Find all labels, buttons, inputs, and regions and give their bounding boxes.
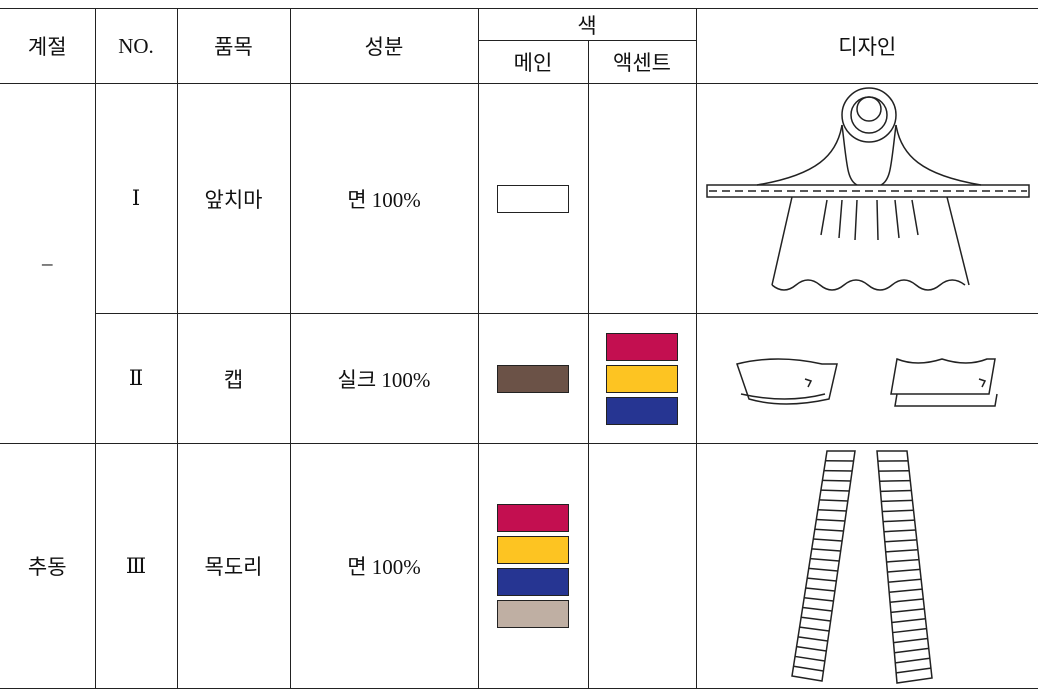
stripe: [894, 639, 928, 643]
stripe: [812, 549, 841, 551]
color-swatch: [606, 333, 678, 361]
cell: 면 100%: [290, 84, 478, 314]
cell: –: [0, 84, 95, 444]
stripe: [806, 588, 835, 591]
color-swatch: [497, 185, 569, 213]
stripe: [797, 647, 827, 651]
header-cell: 디자인: [696, 9, 1038, 84]
cell: 면 100%: [290, 444, 478, 689]
cell: 실크 100%: [290, 314, 478, 444]
stripe: [886, 550, 918, 552]
color-swatch: [497, 600, 569, 628]
stripe: [896, 658, 931, 663]
color-swatch: [497, 504, 569, 532]
stripe: [882, 510, 913, 511]
stripe: [887, 560, 919, 562]
scarf-drawing: [767, 446, 967, 686]
stripe: [811, 559, 840, 561]
header-cell: 품목: [177, 9, 290, 84]
stripe: [896, 668, 931, 673]
stripe: [804, 598, 833, 601]
color-swatch: [606, 365, 678, 393]
header-cell: 성분: [290, 9, 478, 84]
stripe: [885, 540, 917, 542]
stripe: [798, 637, 828, 641]
cell: [696, 444, 1038, 689]
header-cell: 액센트: [588, 41, 696, 84]
stripe: [795, 656, 825, 661]
stripe: [893, 629, 927, 633]
swatches: [479, 185, 588, 213]
stripe: [891, 609, 924, 612]
stripe: [890, 599, 923, 602]
stripe: [883, 520, 915, 522]
stripe: [807, 578, 836, 581]
color-swatch: [497, 365, 569, 393]
cell: [588, 84, 696, 314]
swatches: [589, 333, 696, 425]
cell: Ⅱ: [95, 314, 177, 444]
header-cell: 색: [478, 9, 696, 41]
spec-table: 계절 NO. 품목 성분 색 디자인 메인 액센트 – Ⅰ 앞치마 면 100%…: [0, 8, 1038, 689]
stripe: [823, 480, 851, 481]
cell: [588, 314, 696, 444]
color-swatch: [497, 536, 569, 564]
stripe: [884, 530, 916, 532]
color-swatch: [606, 397, 678, 425]
stripe: [895, 648, 929, 652]
cell: 추동: [0, 444, 95, 689]
stripe: [817, 519, 846, 521]
stripe: [818, 510, 847, 511]
stripe: [794, 666, 824, 671]
stripe: [892, 619, 926, 623]
stripe: [882, 500, 913, 501]
header-cell: NO.: [95, 9, 177, 84]
stripe: [820, 500, 848, 501]
header-cell: 계절: [0, 9, 95, 84]
cell: Ⅲ: [95, 444, 177, 689]
cell: 앞치마: [177, 84, 290, 314]
cell: [478, 444, 588, 689]
cell: [478, 84, 588, 314]
stripe: [889, 579, 922, 582]
stripe: [889, 589, 922, 592]
color-swatch: [497, 568, 569, 596]
cell: 목도리: [177, 444, 290, 689]
header-cell: 메인: [478, 41, 588, 84]
stripe: [803, 608, 832, 611]
cell: [696, 84, 1038, 314]
stripe: [801, 617, 830, 621]
stripe: [814, 539, 843, 541]
stripe: [888, 569, 921, 572]
stripe: [815, 529, 844, 531]
cell: Ⅰ: [95, 84, 177, 314]
stripe: [800, 627, 830, 631]
cap-drawing: [717, 339, 1017, 419]
stripe: [809, 568, 838, 571]
stripe: [881, 490, 912, 491]
stripe: [821, 490, 849, 491]
cell: [696, 314, 1038, 444]
cell: [588, 444, 696, 689]
swatches: [479, 504, 588, 628]
swatches: [479, 365, 588, 393]
apron-drawing: [697, 85, 1037, 313]
cell: 캡: [177, 314, 290, 444]
cell: [478, 314, 588, 444]
stripe: [880, 481, 911, 482]
